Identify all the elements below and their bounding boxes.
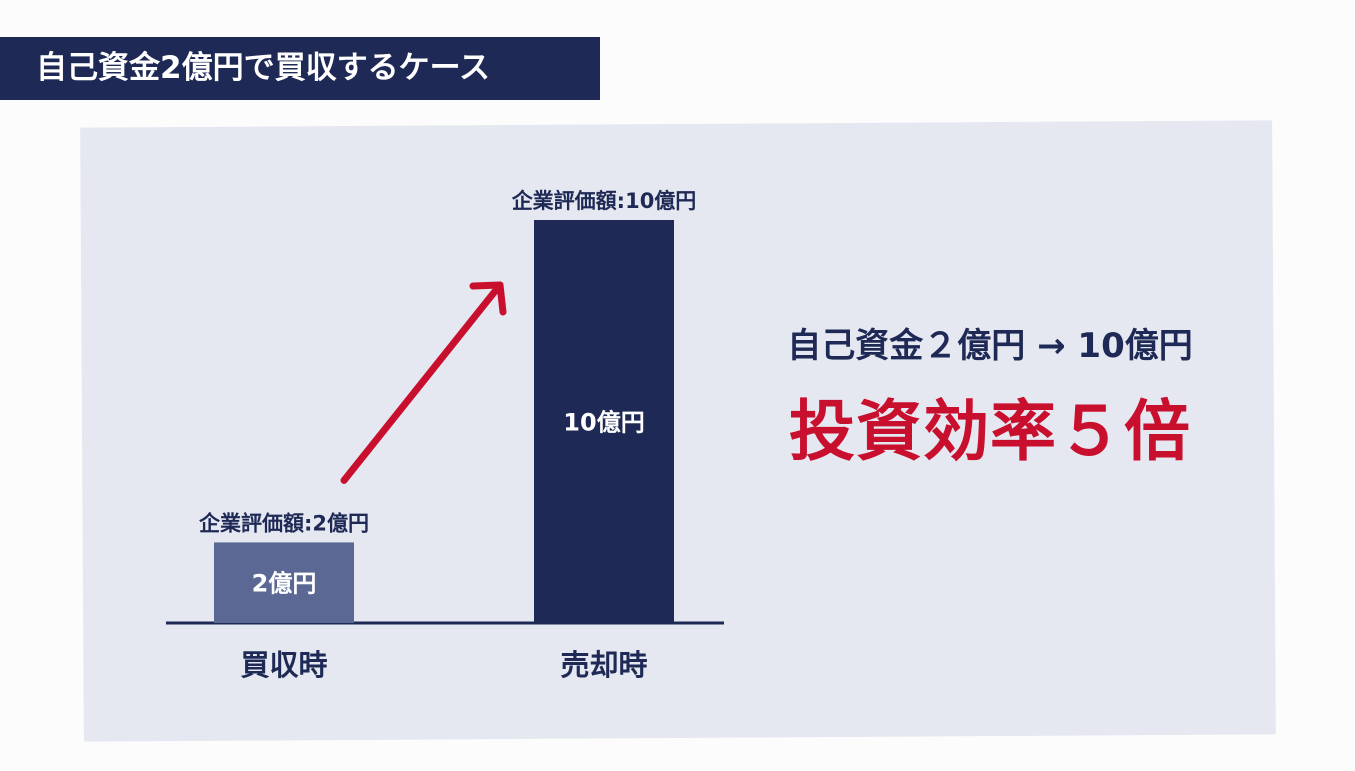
bar-top-label: 企業評価額:2億円 [198, 511, 369, 535]
investment-efficiency-highlight: 投資効率５倍 [789, 393, 1191, 470]
growth-arrow-shaft [340, 281, 504, 484]
bar-1 [214, 542, 354, 623]
bar-2 [534, 220, 674, 623]
bar-value-label: 10億円 [563, 409, 644, 437]
category-label: 売却時 [560, 648, 647, 682]
growth-arrow-head [469, 281, 507, 316]
bar-value-label: 2億円 [252, 570, 317, 598]
summary-line: 自己資金２億円 → 10億円 [787, 326, 1193, 366]
bar-top-label: 企業評価額:10億円 [511, 189, 697, 213]
category-label: 買収時 [240, 648, 327, 682]
page-title: 自己資金2億円で買収するケース [0, 37, 600, 100]
